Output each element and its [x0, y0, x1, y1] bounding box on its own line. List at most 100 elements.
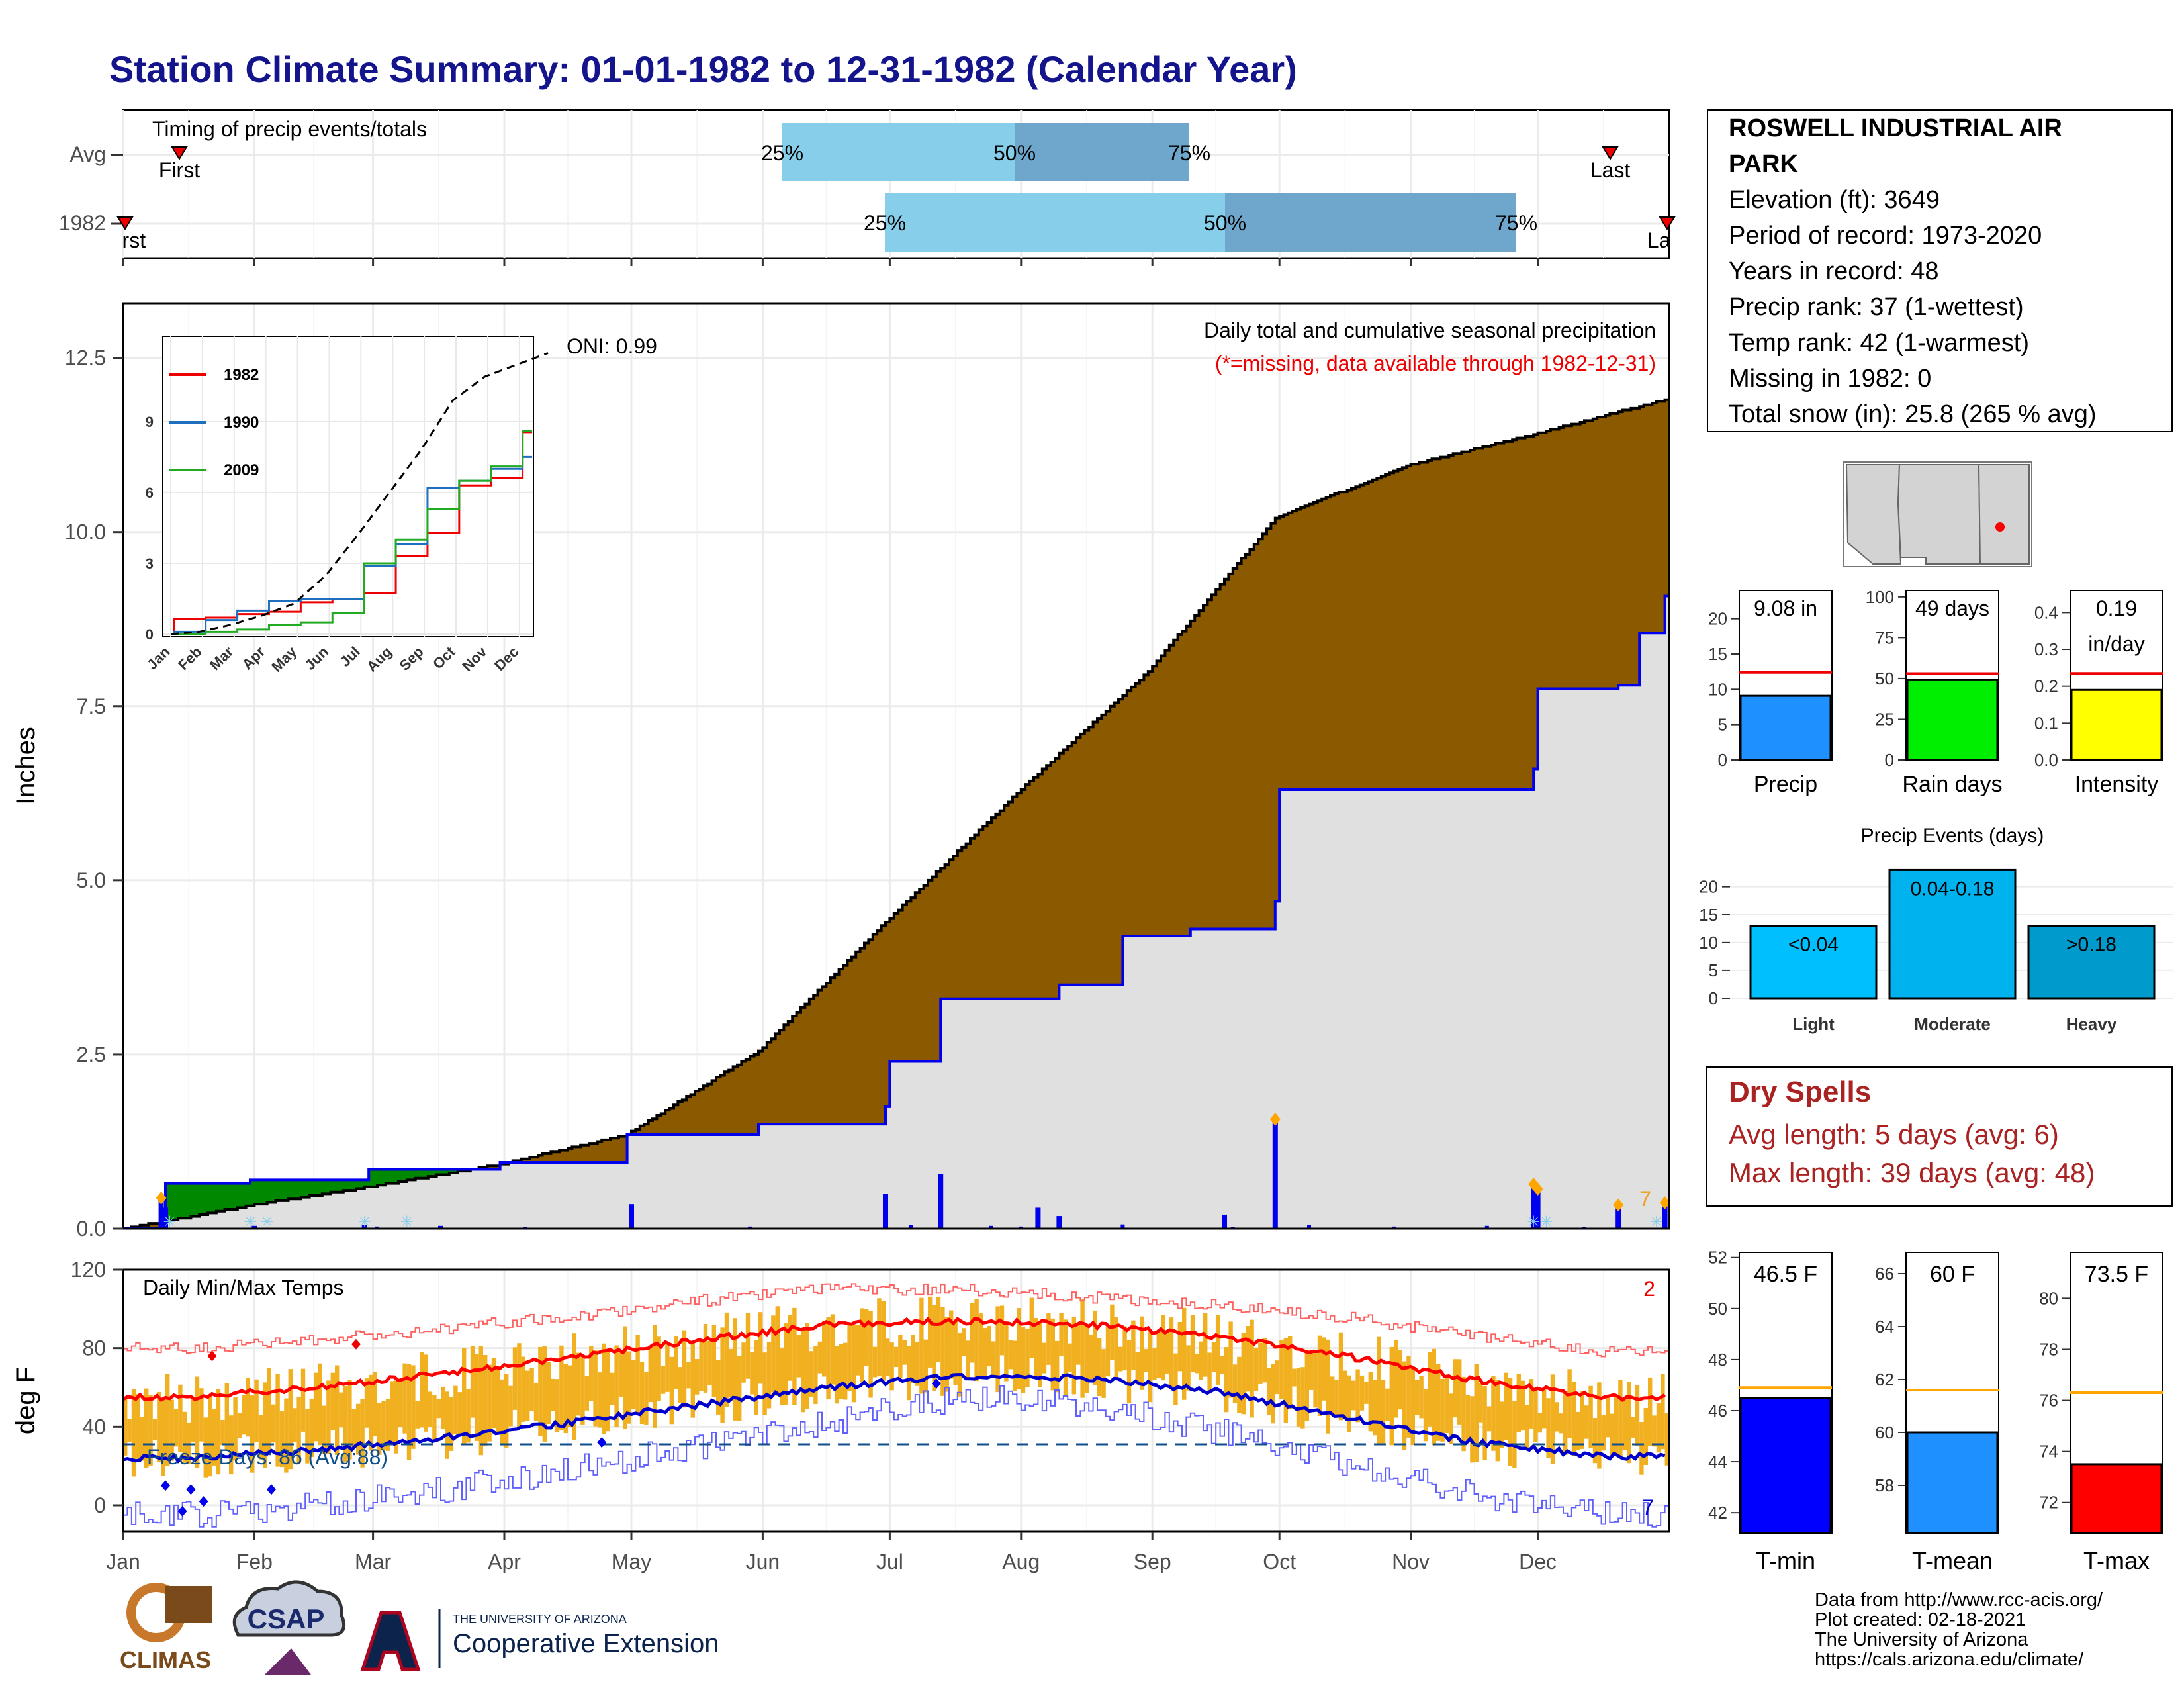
temp-gauge-t-min: 42 44 46 48 50 52 46.5 F T-min: [1708, 1248, 1833, 1574]
temp-day-bar: [191, 1399, 195, 1442]
temp-day-bar: [263, 1382, 267, 1468]
temp-day-bar: [508, 1385, 513, 1427]
page-title: Station Climate Summary: 01-01-1982 to 1…: [109, 48, 1297, 90]
temp-gauge-tick-label: 44: [1708, 1452, 1727, 1472]
temp-day-bar: [258, 1415, 263, 1460]
timing-avg-p75: 75%: [1168, 141, 1210, 165]
station-elevation: Elevation (ft): 3649: [1729, 186, 1940, 214]
csap-text: CSAP: [248, 1603, 325, 1634]
temp-day-bar: [1631, 1417, 1635, 1438]
temp-day-bar: [127, 1419, 132, 1442]
temp-day-bar: [788, 1315, 793, 1381]
precip-daily-bar: [438, 1225, 443, 1229]
precip-y-tick-label: 5.0: [77, 868, 106, 892]
temp-day-bar: [1571, 1382, 1576, 1456]
temp-record-marker: [931, 1378, 941, 1389]
temp-day-bar: [1224, 1347, 1229, 1413]
footer-line-4: https://cals.arizona.edu/climate/: [1815, 1649, 2084, 1670]
temp-day-bar: [711, 1325, 716, 1397]
timing-row-avg: Avg: [69, 142, 106, 166]
precip-daily-bar: [748, 1226, 752, 1229]
inset-line: [171, 430, 532, 635]
temp-record-marker: [177, 1505, 187, 1517]
temp-day-bar: [296, 1396, 301, 1464]
precip-daily-bar: [1222, 1214, 1227, 1229]
gauge-precip: 0 5 10 15 20 9.08 in Precip: [1708, 590, 1833, 797]
temp-day-bar: [758, 1312, 763, 1384]
temp-day-bar: [589, 1346, 594, 1401]
temp-day-bar: [1428, 1352, 1432, 1427]
temp-day-bar: [784, 1323, 788, 1405]
temp-day-bar: [216, 1389, 221, 1475]
temp-day-bar: [1089, 1335, 1093, 1380]
snow-icon: ✳: [358, 1213, 371, 1231]
precip-daily-bar: [1056, 1216, 1062, 1229]
temp-day-bar: [1186, 1345, 1191, 1391]
temp-day-bar: [1576, 1411, 1580, 1450]
gauge-tick-label: 100: [1866, 587, 1894, 607]
temp-day-bar: [165, 1374, 170, 1466]
temp-day-bar: [1542, 1388, 1547, 1429]
temp-day-bar: [161, 1399, 165, 1476]
temp-gauge-tick-label: 78: [2039, 1339, 2058, 1359]
temp-record-marker: [186, 1484, 196, 1495]
temp-day-bar: [1402, 1361, 1407, 1450]
timing-1982-p50: 50%: [1204, 211, 1246, 235]
temp-day-bar: [1385, 1388, 1390, 1421]
temp-day-bar: [1068, 1343, 1072, 1372]
temp-gauge-tick-label: 50: [1708, 1299, 1727, 1319]
temp-day-bar: [741, 1342, 746, 1383]
temp-corner-hi: 2: [1643, 1277, 1655, 1301]
climas-text: CLIMAS: [120, 1646, 211, 1673]
temp-gauge-label: T-mean: [1912, 1547, 1993, 1574]
temp-day-bar: [1567, 1369, 1572, 1438]
month-tick-label: Jan: [106, 1550, 140, 1573]
temp-day-bar: [707, 1340, 712, 1385]
temp-day-bar: [1076, 1325, 1081, 1365]
temp-gauge-tick-label: 74: [2039, 1442, 2058, 1462]
station-years: Years in record: 48: [1729, 258, 1939, 285]
dry-spells-avg: Avg length: 5 days (avg: 6): [1729, 1119, 2059, 1150]
temp-day-bar: [1597, 1382, 1602, 1469]
temp-day-bar: [318, 1363, 322, 1446]
temp-day-bar: [432, 1395, 437, 1442]
temp-day-bar: [843, 1342, 848, 1400]
temp-day-bar: [1211, 1342, 1216, 1372]
temp-day-bar: [944, 1317, 949, 1392]
month-tick-label: Oct: [1263, 1550, 1296, 1573]
temp-day-bar: [733, 1318, 737, 1421]
temp-day-bar: [1029, 1297, 1034, 1358]
temp-day-bar: [623, 1326, 627, 1430]
temp-day-bar: [242, 1395, 246, 1435]
snow-icon: ✳: [244, 1213, 257, 1231]
temp-day-bar: [593, 1350, 598, 1427]
inset-y-tick-label: 6: [146, 485, 154, 501]
temp-day-bar: [224, 1383, 229, 1450]
precip-daily-bar: [909, 1225, 913, 1229]
temp-day-bar: [1317, 1335, 1322, 1416]
temp-day-bar: [970, 1303, 975, 1363]
inset-y-tick-label: 9: [146, 414, 154, 430]
temp-day-bar: [470, 1346, 475, 1418]
temp-day-bar: [1105, 1327, 1111, 1377]
temp-day-bar: [1288, 1336, 1293, 1410]
precip-daily-bar: [1531, 1185, 1537, 1229]
gauge-value-unit: in/day: [2088, 632, 2144, 656]
temp-day-bar: [1013, 1340, 1017, 1391]
temp-day-bar: [703, 1323, 708, 1393]
temp-day-bar: [665, 1344, 670, 1392]
gauge-tick-label: 0.2: [2034, 677, 2058, 696]
temp-panel: 0 40 80 120 deg F Daily Min/Max Temps Freez…: [11, 1258, 1670, 1533]
inset-y-tick-label: 0: [146, 626, 154, 643]
temp-y-tick-label: 120: [71, 1258, 106, 1282]
temp-day-bar: [237, 1413, 242, 1438]
temp-day-bar: [915, 1341, 920, 1386]
temp-day-bar: [1216, 1315, 1220, 1385]
inset-grid: [163, 336, 533, 637]
temp-gauge-tick-label: 60: [1875, 1423, 1894, 1442]
temp-day-bar: [674, 1336, 678, 1389]
temp-day-bar: [1199, 1341, 1203, 1380]
temp-day-bar: [991, 1341, 996, 1377]
temp-day-bar: [449, 1397, 454, 1451]
temp-day-bar: [1283, 1338, 1288, 1423]
